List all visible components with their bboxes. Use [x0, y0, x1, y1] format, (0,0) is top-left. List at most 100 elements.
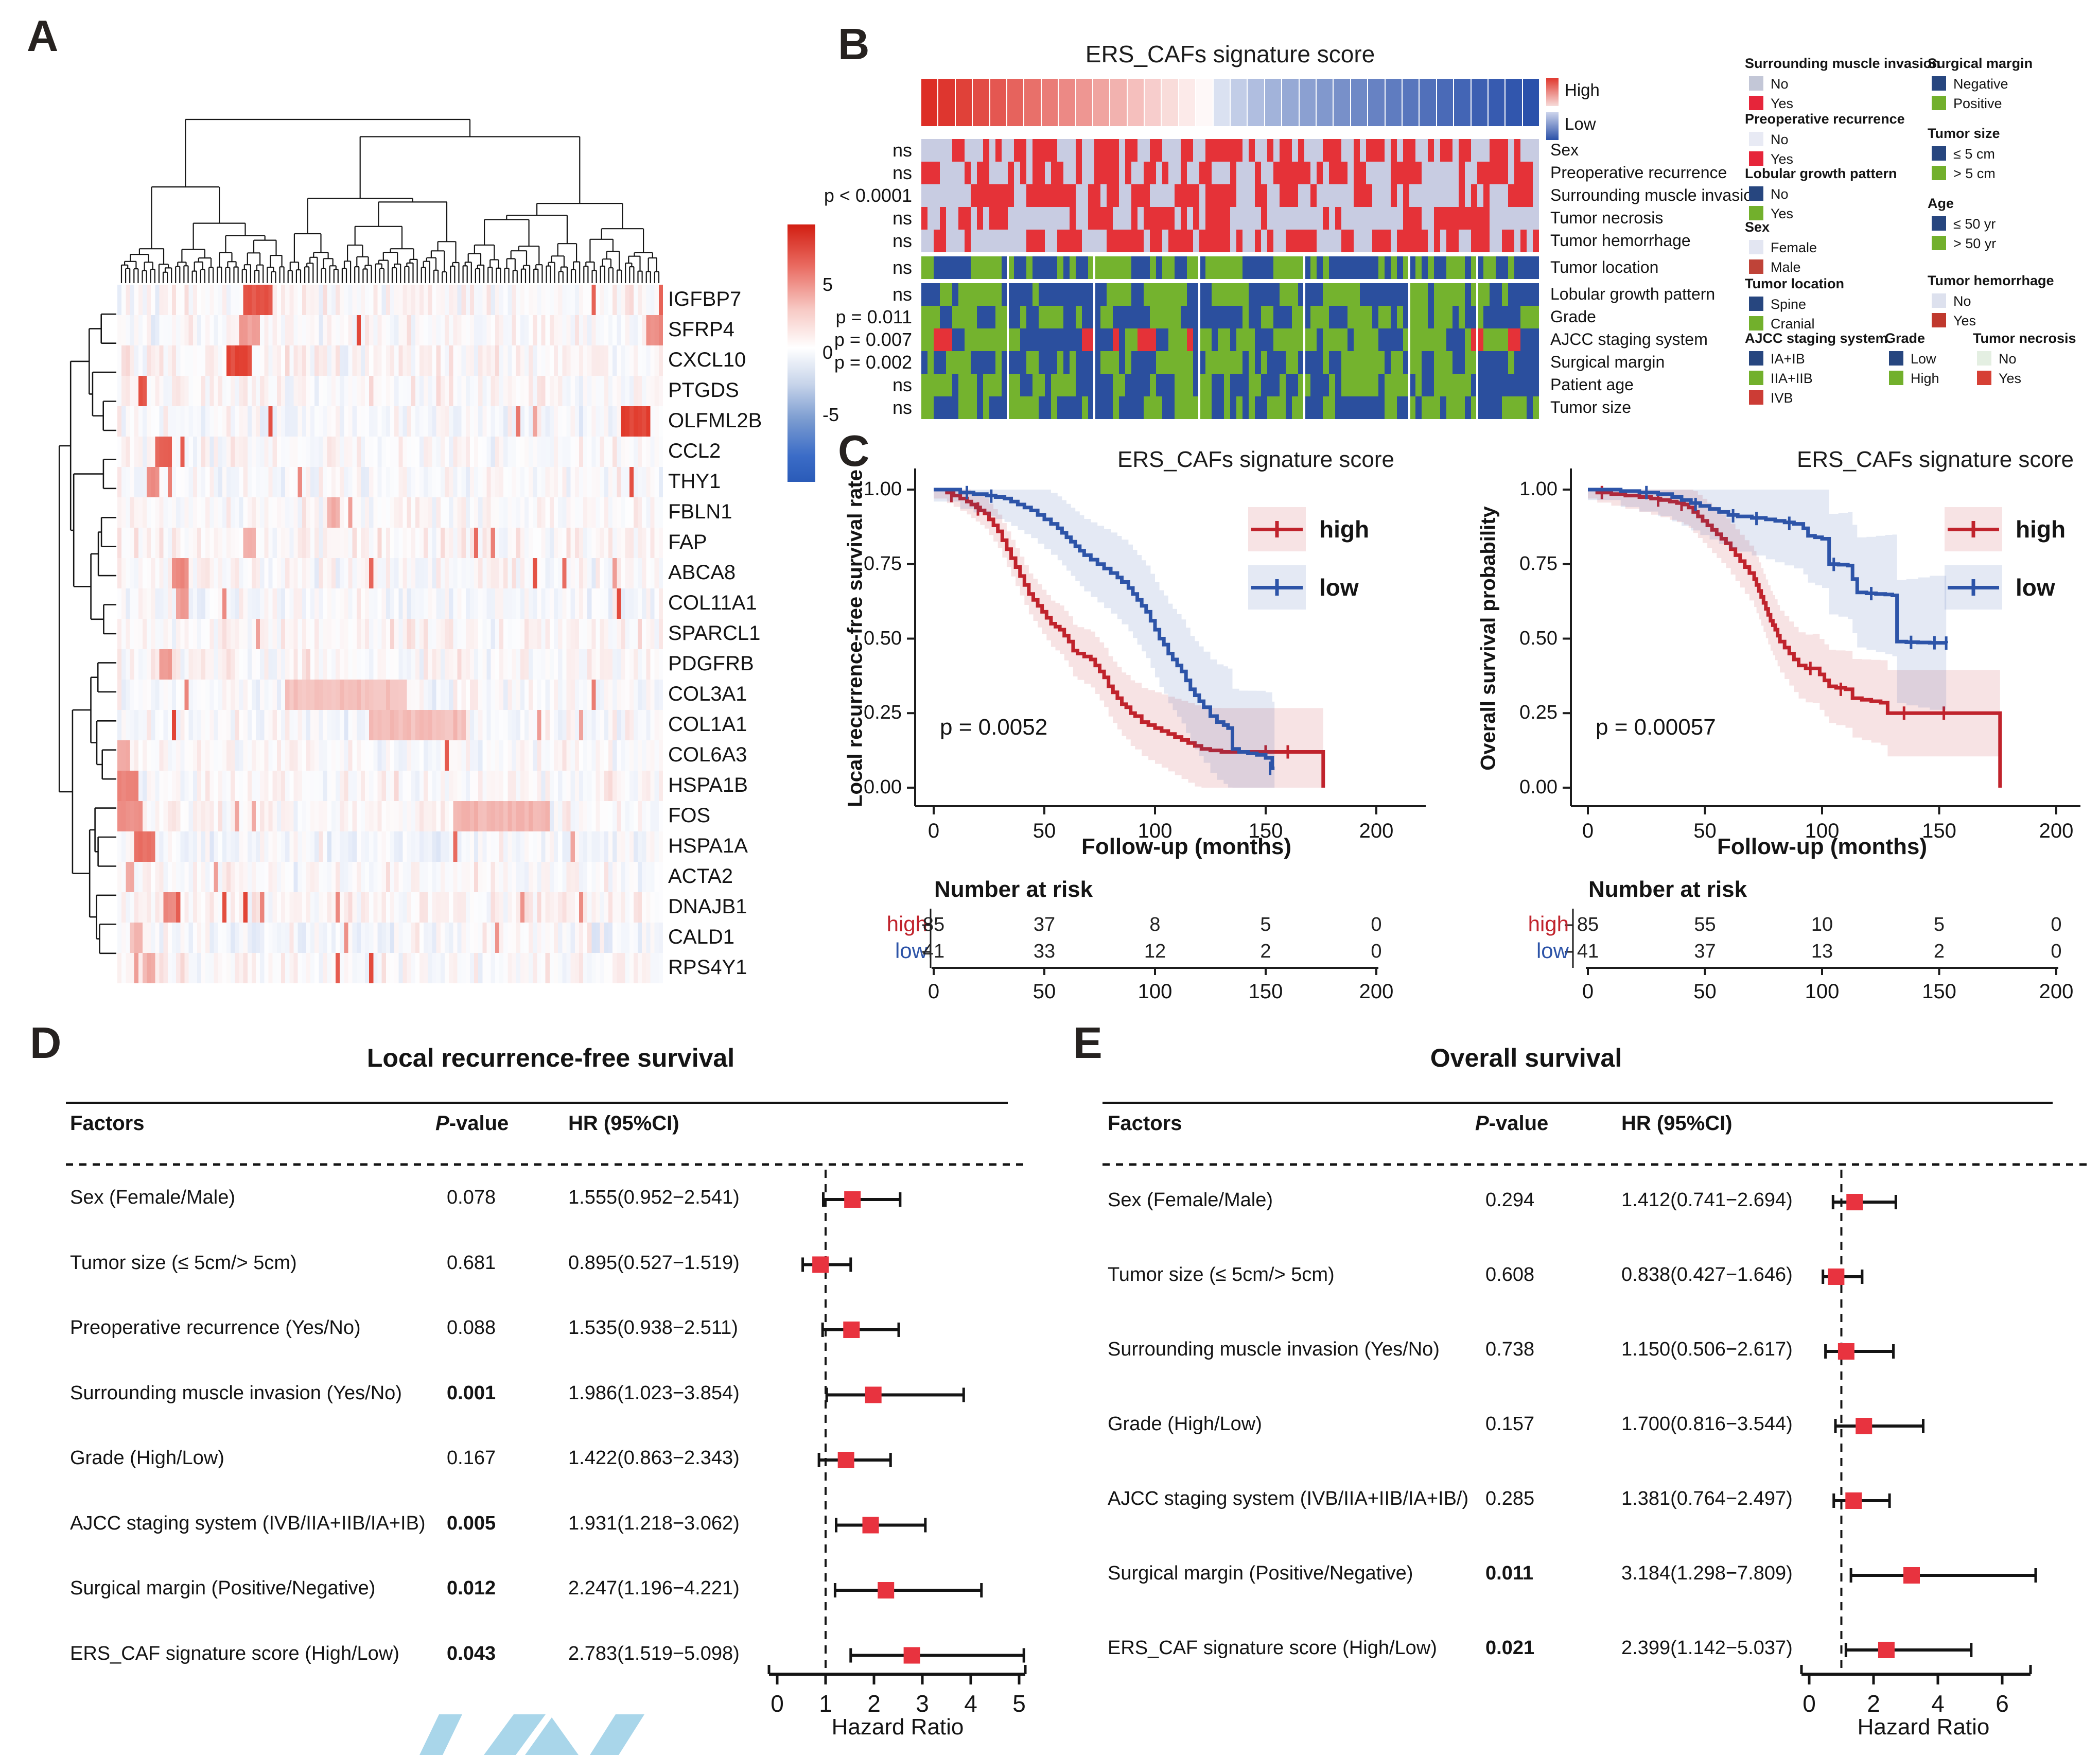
legend-swatch: [1749, 151, 1763, 166]
km1-risk-title: Number at risk: [934, 877, 1093, 902]
forest-hr-marker: [1903, 1567, 1920, 1584]
risk-x-tick-label: 0: [927, 980, 940, 1003]
colorbar-tick-5: 5: [822, 274, 833, 295]
forest-hr-marker: [837, 1452, 854, 1468]
km-legend-label-low: low: [2016, 574, 2055, 601]
km-x-tick-label: 100: [1137, 820, 1172, 842]
forest-pvalue: 0.738: [1485, 1339, 1535, 1360]
forest-hr-marker: [844, 1191, 861, 1208]
km-x-tick-label: 50: [1032, 820, 1056, 842]
forest-axis-tick-label: 5: [1012, 1690, 1026, 1717]
km-legend-label-high: high: [1319, 516, 1370, 543]
score-bar-block: [1282, 79, 1299, 126]
score-bar-block: [1007, 79, 1024, 126]
score-bar-block: [955, 79, 972, 126]
risk-x-tick-label: 100: [1137, 980, 1172, 1003]
risk-x-tick-label: 150: [1922, 980, 1956, 1003]
annotation-row-pvalue: ns: [892, 207, 912, 229]
forest-factor: AJCC staging system (IVB/IIA+IIB/IA+IB): [70, 1512, 426, 1534]
score-bar-block: [1248, 79, 1264, 126]
score-bar-block: [1024, 79, 1041, 126]
risk-value: 0: [1371, 941, 1382, 962]
forest-axis-tick-label: 1: [819, 1690, 832, 1717]
legend-item-label: No: [1999, 351, 2017, 367]
score-bar-block: [1334, 79, 1350, 126]
legend-swatch: [1977, 351, 1991, 366]
gene-label: COL6A3: [668, 743, 747, 766]
gene-label: FBLN1: [668, 500, 732, 523]
gene-label: ACTA2: [668, 864, 733, 888]
legend-item-label: > 50 yr: [1953, 236, 1997, 251]
score-bar-block: [1110, 79, 1127, 126]
forest-axis-tick-label: 0: [771, 1690, 784, 1717]
forest-hr-text: 3.184(1.298−7.809): [1621, 1562, 1793, 1584]
watermark-shape: [419, 1714, 462, 1755]
legend-item-label: High: [1911, 371, 1939, 386]
km-legend-plus-tick: [1275, 579, 1279, 596]
gene-label: COL11A1: [668, 591, 757, 614]
annotation-row-label: Surrounding muscle invasion: [1550, 186, 1762, 204]
forest-axis-tick-label: 2: [867, 1690, 881, 1717]
clinical-annotation-heatmap-group2: [921, 256, 1539, 279]
forest-pvalue: 0.043: [447, 1642, 496, 1664]
gene-label: HSPA1B: [668, 773, 748, 796]
annotation-row-pvalue: ns: [892, 140, 912, 161]
risk-row-label-high: high: [1528, 912, 1569, 936]
annotation-row-pvalue: ns: [892, 397, 912, 418]
legend-item-label: Male: [1771, 259, 1801, 275]
risk-value: 8: [1149, 914, 1161, 935]
km-y-tick-label: 0.00: [864, 776, 902, 798]
km2-ylabel: Overall survival probability: [1477, 506, 1500, 771]
gene-label: OLFML2B: [668, 409, 762, 432]
legend-item-label: Spine: [1771, 297, 1807, 312]
forest-hr-text: 1.422(0.863−2.343): [568, 1447, 740, 1469]
km-y-tick-label: 0.25: [864, 702, 902, 724]
forest-pvalue: 0.608: [1485, 1264, 1535, 1285]
score-bar-block: [1316, 79, 1333, 126]
km-legend-swatch-high: [1248, 507, 1306, 551]
legend-swatch: [1932, 96, 1946, 110]
score-bar-block: [1213, 79, 1230, 126]
km-x-tick-label: 200: [2039, 820, 2074, 842]
forest-hr-marker: [1856, 1418, 1872, 1434]
score-bar-block: [1420, 79, 1436, 126]
column-dendrogram: [120, 118, 660, 283]
km-y-tick-label: 0.00: [1519, 776, 1557, 798]
forest-hr-text: 1.412(0.741−2.694): [1621, 1189, 1793, 1211]
km-y-tick-label: 0.25: [1519, 702, 1557, 724]
legend-swatch: [1749, 240, 1763, 254]
score-bar-block: [1402, 79, 1419, 126]
forest-factor: Tumor size (≤ 5cm/> 5cm): [70, 1252, 297, 1274]
legend-item-label: IA+IB: [1771, 351, 1805, 367]
score-bar-block: [1471, 79, 1487, 126]
forest-factor: Grade (High/Low): [70, 1447, 224, 1469]
annotation-column-separator: [1093, 256, 1095, 419]
annotation-row-label: Patient age: [1550, 375, 1634, 394]
annotation-column-separator: [1198, 256, 1200, 419]
risk-value: 0: [1371, 914, 1382, 935]
forest-axis-tick-label: 3: [916, 1690, 929, 1717]
score-bar-block: [973, 79, 989, 126]
km1-xlabel: Follow-up (months): [1081, 834, 1292, 859]
panel-b-title: ERS_CAFs signature score: [1085, 41, 1375, 67]
annotation-row-pvalue: p < 0.0001: [824, 185, 912, 206]
risk-row-label-high: high: [886, 912, 927, 936]
score-bar-block: [1522, 79, 1539, 126]
score-low-swatch: [1546, 112, 1559, 140]
legend-item-label: No: [1953, 293, 1971, 309]
risk-value: 13: [1811, 941, 1833, 962]
score-bar-block: [1368, 79, 1385, 126]
km-curve-low: [1588, 488, 1948, 645]
score-bar-block: [1145, 79, 1161, 126]
legend-swatch: [1932, 76, 1946, 91]
score-bar-block: [1351, 79, 1368, 126]
annotation-row-pvalue: ns: [892, 230, 912, 251]
annotation-row-label: Sex: [1550, 141, 1579, 159]
annotation-row-label: Tumor location: [1550, 258, 1659, 276]
gene-label: ABCA8: [668, 561, 736, 584]
forest-hr-text: 2.399(1.142−5.037): [1621, 1637, 1793, 1659]
risk-value: 55: [1694, 914, 1716, 935]
colorbar-tick-neg5: -5: [822, 404, 839, 425]
expression-colorbar: [787, 224, 815, 482]
